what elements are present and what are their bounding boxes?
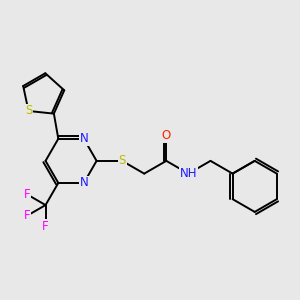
Text: F: F [42, 220, 49, 233]
Text: N: N [80, 176, 88, 190]
Text: O: O [162, 129, 171, 142]
Text: S: S [25, 104, 32, 118]
Text: F: F [23, 188, 30, 201]
Text: NH: NH [180, 167, 197, 180]
Text: F: F [23, 209, 30, 222]
Text: S: S [118, 154, 126, 167]
Text: N: N [80, 132, 88, 145]
